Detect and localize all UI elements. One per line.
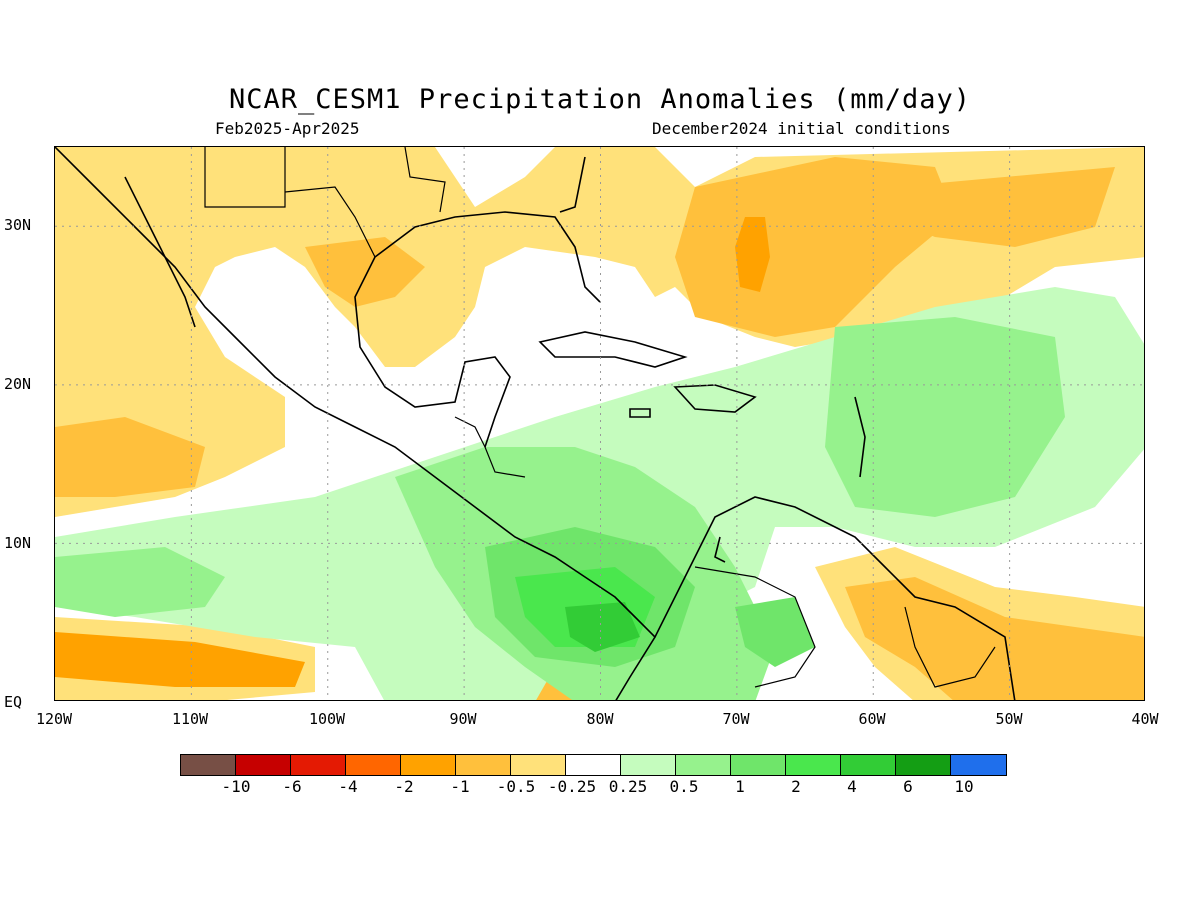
colorbar-swatch-lt-minus10 bbox=[181, 755, 236, 775]
colorbar-swatch-4-6 bbox=[841, 755, 896, 775]
colorbar-tick-label: 4 bbox=[847, 777, 857, 796]
lon-label-110w: 110W bbox=[171, 710, 209, 728]
colombia-venezuela-border bbox=[694, 566, 816, 688]
dry-core-gulf bbox=[305, 237, 425, 307]
colorbar-tick-label: -1 bbox=[450, 777, 470, 796]
initial-conditions-label: December2024 initial conditions bbox=[652, 119, 951, 138]
lon-label-100w: 100W bbox=[308, 710, 346, 728]
colorbar-tick-label: 0.5 bbox=[669, 777, 699, 796]
pacific-coastline bbox=[55, 147, 657, 700]
lat-label-20n: 20N bbox=[4, 375, 32, 393]
colorbar-tick-label: -0.5 bbox=[496, 777, 536, 796]
colorbar-tick-label: 6 bbox=[903, 777, 913, 796]
colorbar-swatch-gt-10 bbox=[951, 755, 1006, 775]
us-mexico-border-rio-grande bbox=[284, 186, 376, 258]
lake-maracaibo-outline bbox=[714, 536, 726, 563]
colorbar-tick-label: -6 bbox=[282, 777, 302, 796]
lon-label-80w: 80W bbox=[586, 710, 614, 728]
colorbar-swatch-minus05-minus025 bbox=[511, 755, 566, 775]
dry-core-guiana bbox=[845, 577, 1144, 700]
map-panel bbox=[54, 146, 1145, 701]
coastlines bbox=[55, 147, 1016, 700]
colorbar-swatch-minus2-minus1 bbox=[401, 755, 456, 775]
anomaly-map bbox=[55, 147, 1144, 700]
colorbar-tick-label: 10 bbox=[954, 777, 974, 796]
colorbar-swatch-minus1-minus05 bbox=[456, 755, 511, 775]
colorbar-swatch-025-05 bbox=[621, 755, 676, 775]
colorbar-swatch-1-2 bbox=[731, 755, 786, 775]
dry-core-pacific bbox=[55, 417, 205, 497]
lon-label-90w: 90W bbox=[449, 710, 477, 728]
us-gulf-coast bbox=[374, 211, 601, 303]
central-america-borders bbox=[454, 416, 526, 478]
us-state-lines bbox=[404, 147, 446, 213]
lon-label-120w: 120W bbox=[35, 710, 73, 728]
dry-peak-atlantic bbox=[735, 217, 770, 292]
us-mexico-border-west bbox=[204, 147, 286, 208]
hispaniola-outline bbox=[673, 384, 757, 413]
lesser-antilles-arc bbox=[854, 396, 866, 478]
dry-core-northeast bbox=[885, 167, 1115, 247]
colorbar-swatch-minus4-minus2 bbox=[346, 755, 401, 775]
guianas-borders bbox=[904, 606, 996, 688]
gulf-of-mexico-coast bbox=[354, 256, 511, 448]
wet-max-colombia bbox=[565, 602, 640, 652]
south-america-north-coast bbox=[654, 496, 1016, 700]
wet-region-pacific bbox=[55, 547, 225, 617]
colorbar-tick-label: 0.25 bbox=[608, 777, 648, 796]
lon-label-40w: 40W bbox=[1131, 710, 1159, 728]
colorbar bbox=[180, 754, 1007, 776]
colorbar-swatch-neutral bbox=[566, 755, 621, 775]
jamaica-outline bbox=[629, 408, 651, 418]
cuba-outline bbox=[538, 331, 688, 368]
wet-region-atlantic bbox=[825, 317, 1065, 517]
map-title: NCAR_CESM1 Precipitation Anomalies (mm/d… bbox=[229, 84, 971, 115]
lon-label-70w: 70W bbox=[722, 710, 750, 728]
lat-label-eq: EQ bbox=[4, 693, 23, 711]
baja-california-coast bbox=[124, 176, 196, 328]
colorbar-tick-label: -10 bbox=[221, 777, 251, 796]
lon-label-50w: 50W bbox=[995, 710, 1023, 728]
colorbar-swatch-minus10-minus6 bbox=[236, 755, 291, 775]
forecast-period: Feb2025-Apr2025 bbox=[215, 119, 360, 138]
colorbar-swatch-6-10 bbox=[896, 755, 951, 775]
colorbar-tick-label: -0.25 bbox=[547, 777, 597, 796]
florida-atlantic-coast bbox=[559, 156, 586, 213]
colorbar-tick-label: -2 bbox=[394, 777, 414, 796]
lon-label-60w: 60W bbox=[858, 710, 886, 728]
lat-label-30n: 30N bbox=[4, 216, 32, 234]
colorbar-tick-label: 2 bbox=[791, 777, 801, 796]
lat-label-10n: 10N bbox=[4, 534, 32, 552]
graticule bbox=[55, 147, 1144, 700]
colorbar-tick-label: -4 bbox=[338, 777, 358, 796]
dry-core-atlantic bbox=[675, 157, 955, 337]
colorbar-swatch-2-4 bbox=[786, 755, 841, 775]
dry-core-equator-west bbox=[55, 632, 305, 687]
colorbar-swatch-minus6-minus4 bbox=[291, 755, 346, 775]
wet-core-venezuela bbox=[735, 597, 815, 667]
borders bbox=[204, 147, 996, 688]
colorbar-tick-label: 1 bbox=[735, 777, 745, 796]
colorbar-swatch-05-1 bbox=[676, 755, 731, 775]
